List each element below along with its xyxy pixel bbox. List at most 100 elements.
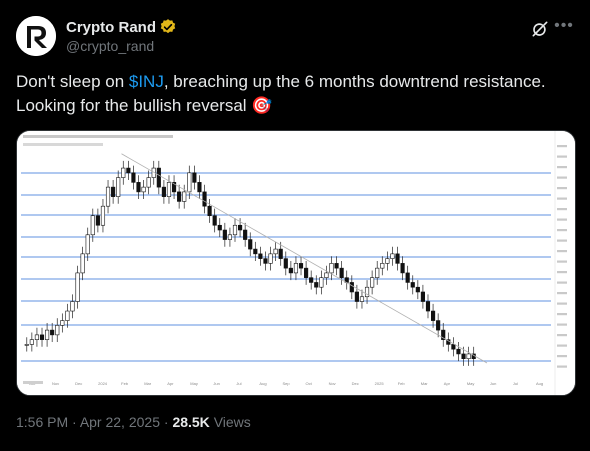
candle-body bbox=[217, 224, 222, 231]
candle-body bbox=[283, 258, 288, 269]
candle-body bbox=[278, 248, 283, 259]
candle-body bbox=[298, 263, 304, 269]
candle-body bbox=[39, 334, 45, 340]
x-tick-label: Mar bbox=[144, 381, 152, 386]
candle-body bbox=[461, 353, 466, 360]
candle-body bbox=[197, 182, 202, 193]
candle-body bbox=[390, 253, 395, 259]
more-icon[interactable]: ••• bbox=[554, 17, 574, 34]
candle-body bbox=[420, 291, 425, 302]
candle-body bbox=[339, 267, 344, 278]
y-tick-label bbox=[557, 271, 567, 274]
candle-body bbox=[34, 334, 40, 340]
x-tick-label: Aug bbox=[536, 381, 543, 386]
target-emoji: 🎯 bbox=[251, 96, 273, 115]
y-tick-label bbox=[557, 302, 567, 305]
y-tick-label bbox=[557, 365, 567, 368]
post-date[interactable]: Apr 22, 2025 bbox=[79, 414, 160, 430]
candle-body bbox=[29, 339, 34, 345]
candle-body bbox=[370, 277, 375, 288]
meta-separator: · bbox=[159, 414, 173, 430]
candle-body bbox=[182, 191, 187, 202]
candle-body bbox=[238, 224, 243, 231]
y-tick-label bbox=[557, 208, 567, 211]
candle-body bbox=[202, 191, 207, 207]
x-tick-label: Feb bbox=[398, 381, 406, 386]
candle-body bbox=[248, 239, 253, 250]
x-tick-label: Apr bbox=[167, 381, 174, 386]
candle-body bbox=[171, 182, 177, 193]
candle-body bbox=[141, 186, 146, 193]
candle-body bbox=[166, 182, 172, 197]
candle-body bbox=[309, 277, 314, 283]
x-tick-label: Feb bbox=[121, 381, 129, 386]
candle-body bbox=[24, 344, 29, 346]
candle-body bbox=[105, 186, 111, 207]
candle-body bbox=[436, 320, 441, 331]
candle-body bbox=[451, 344, 456, 350]
candle-body bbox=[293, 263, 299, 274]
y-tick-label bbox=[557, 176, 567, 179]
tweet-meta: 1:56 PM · Apr 22, 2025 · 28.5K Views bbox=[16, 414, 251, 430]
candle-body bbox=[441, 329, 446, 340]
x-tick-label: Dec bbox=[352, 381, 359, 386]
candle-body bbox=[258, 253, 263, 259]
candle-body bbox=[177, 191, 182, 202]
candle-body bbox=[324, 272, 329, 278]
y-tick-label bbox=[557, 166, 567, 169]
candle-body bbox=[405, 272, 410, 283]
cashtag-link[interactable]: $INJ bbox=[128, 72, 164, 91]
candle-body bbox=[55, 325, 60, 336]
y-tick-label bbox=[557, 281, 567, 284]
candle-body bbox=[359, 296, 365, 302]
y-tick-label bbox=[557, 313, 567, 316]
candle-body bbox=[136, 182, 141, 193]
avatar[interactable] bbox=[16, 16, 56, 56]
x-tick-label: Oct bbox=[306, 381, 313, 386]
candle-body bbox=[85, 234, 90, 255]
candle-body bbox=[70, 301, 75, 312]
y-tick-label bbox=[557, 260, 567, 263]
x-tick-label: Apr bbox=[444, 381, 451, 386]
tweet-header: Crypto Rand @crypto_rand ••• bbox=[16, 14, 574, 62]
x-tick-label: Jun bbox=[213, 381, 219, 386]
candle-body bbox=[319, 277, 324, 288]
candle-body bbox=[121, 167, 126, 178]
x-tick-label: Nov bbox=[329, 381, 336, 386]
chart-image[interactable]: OctNovDec2024FebMarAprMayJunJulAugSepOct… bbox=[16, 130, 576, 396]
y-tick-label bbox=[557, 250, 567, 253]
y-tick-label bbox=[557, 292, 567, 295]
views-count: 28.5K bbox=[172, 414, 210, 430]
verified-badge-icon bbox=[160, 19, 176, 34]
candle-body bbox=[430, 310, 436, 321]
candle-body bbox=[146, 177, 151, 188]
handle[interactable]: @crypto_rand bbox=[66, 38, 155, 54]
candle-body bbox=[126, 167, 131, 174]
display-name[interactable]: Crypto Rand bbox=[66, 18, 156, 36]
x-tick-label: Dec bbox=[75, 381, 82, 386]
x-tick-label: 2024 bbox=[98, 381, 108, 386]
candle-body bbox=[212, 215, 217, 226]
candle-body bbox=[111, 186, 116, 197]
candle-body bbox=[314, 282, 319, 288]
post-time[interactable]: 1:56 PM bbox=[16, 414, 69, 430]
tweet-text-part: Don't sleep on bbox=[16, 72, 129, 91]
candle-body bbox=[253, 248, 258, 255]
y-tick-label bbox=[557, 187, 567, 190]
grok-icon[interactable] bbox=[530, 19, 550, 39]
candle-body bbox=[65, 310, 70, 321]
meta-separator: · bbox=[68, 414, 80, 430]
candle-body bbox=[131, 172, 136, 183]
views-label: Views bbox=[213, 414, 251, 430]
candlestick-chart: OctNovDec2024FebMarAprMayJunJulAugSepOct… bbox=[17, 131, 575, 395]
candle-body bbox=[466, 353, 471, 360]
x-tick-label: Jul bbox=[236, 381, 241, 386]
candle-body bbox=[80, 253, 85, 274]
candle-body bbox=[456, 348, 461, 355]
candle-body bbox=[395, 253, 400, 264]
candle-body bbox=[425, 301, 431, 312]
y-tick-label bbox=[557, 155, 567, 158]
x-tick-label: Jun bbox=[490, 381, 496, 386]
candle-body bbox=[364, 286, 370, 298]
candle-body bbox=[75, 272, 80, 302]
